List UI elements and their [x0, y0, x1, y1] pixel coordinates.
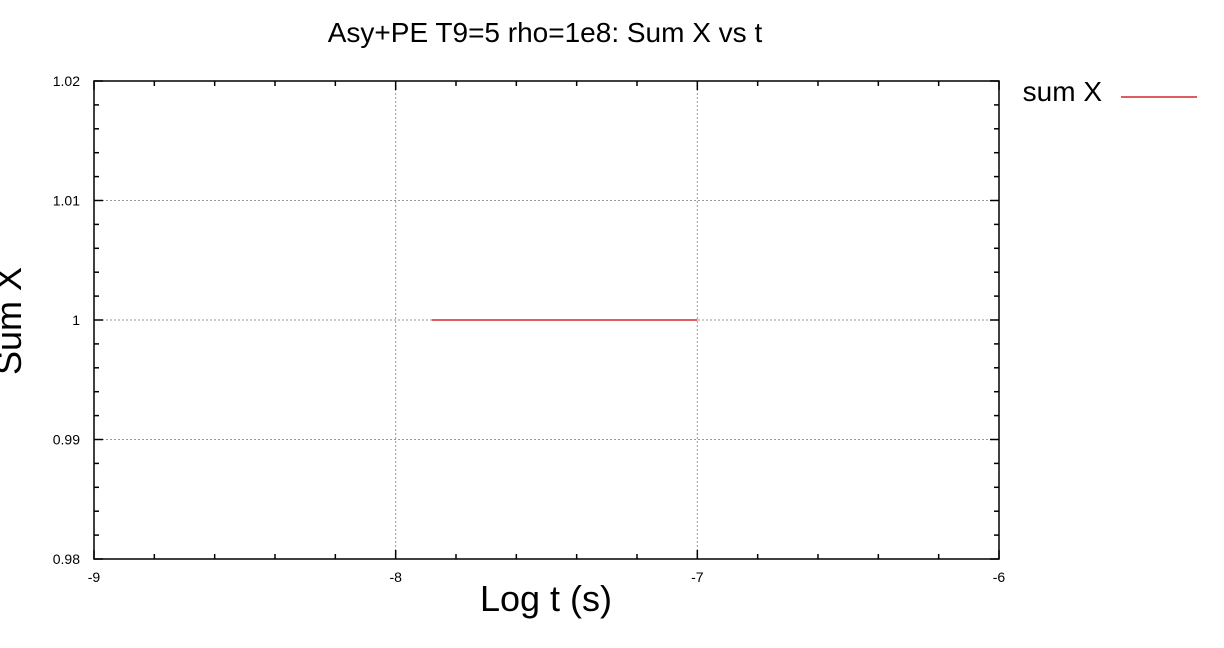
x-tick-label: -8	[389, 569, 402, 585]
legend-label: sum X	[1023, 76, 1103, 107]
y-tick-label: 1.02	[53, 73, 80, 89]
x-tick-label: -7	[691, 569, 704, 585]
chart-title: Asy+PE T9=5 rho=1e8: Sum X vs t	[328, 17, 763, 48]
plot-frame	[93, 80, 1000, 560]
y-tick-label: 1.01	[53, 193, 80, 209]
x-tick-label: -6	[993, 569, 1006, 585]
y-tick-label: 0.99	[53, 432, 80, 448]
y-axis-label: Sum X	[0, 267, 29, 375]
y-tick-labels: 0.98 0.99 1 1.01 1.02	[53, 73, 80, 567]
y-tick-label: 0.98	[53, 551, 80, 567]
x-axis-label: Log t (s)	[480, 578, 612, 619]
axis-ticks	[93, 80, 1000, 560]
legend: sum X	[1023, 76, 1197, 107]
x-tick-label: -9	[88, 569, 101, 585]
x-tick-labels: -9 -8 -7 -6	[88, 569, 1006, 585]
y-tick-label: 1	[72, 312, 80, 328]
